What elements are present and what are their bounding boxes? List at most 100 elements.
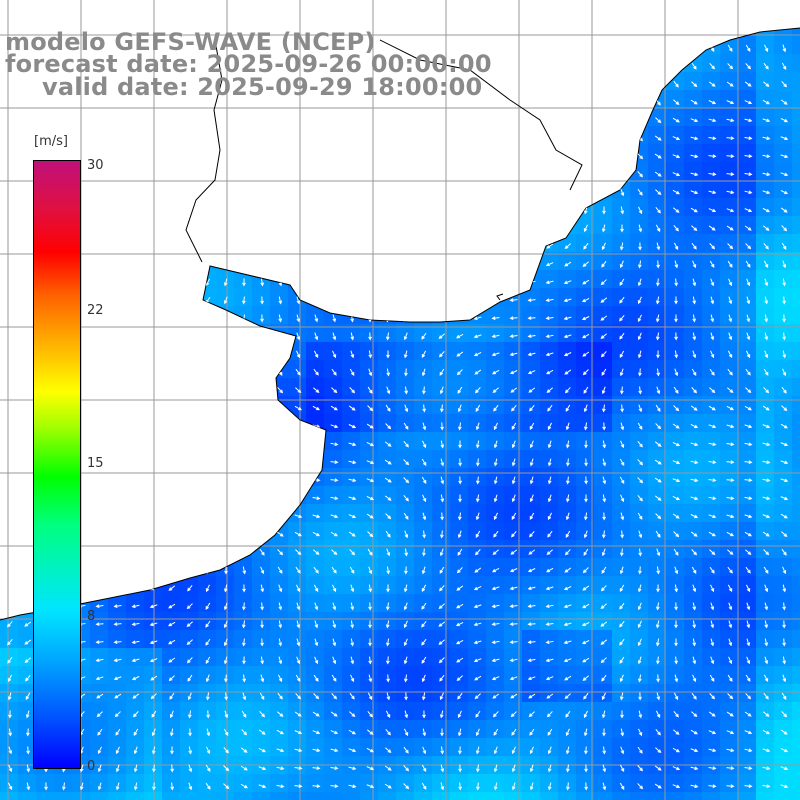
wind-arrow <box>455 297 464 303</box>
field-cell <box>468 450 486 468</box>
field-cell <box>306 216 324 234</box>
field-cell <box>648 54 666 72</box>
field-cell <box>126 774 144 792</box>
field-cell <box>468 360 486 378</box>
field-cell <box>396 432 414 450</box>
wind-arrow <box>258 207 266 213</box>
wind-arrow <box>602 764 607 773</box>
field-cell <box>270 396 288 414</box>
wind-arrow <box>529 170 534 179</box>
wind-arrow <box>260 332 264 341</box>
wind-arrow <box>438 621 446 627</box>
wind-arrow <box>692 656 697 665</box>
field-cell <box>684 108 702 126</box>
wind-arrow <box>385 206 391 214</box>
wind-arrow <box>672 513 680 519</box>
wind-arrow <box>492 63 500 69</box>
field-cell <box>162 468 180 486</box>
field-cell <box>270 432 288 450</box>
wind-arrow <box>276 136 285 141</box>
wind-arrow <box>295 549 302 556</box>
field-cell <box>774 540 792 558</box>
field-cell <box>36 792 54 800</box>
field-cell <box>702 216 720 234</box>
field-cell <box>648 576 666 594</box>
wind-arrow <box>188 188 193 197</box>
field-cell <box>756 468 774 486</box>
wind-arrow <box>764 620 769 629</box>
wind-arrow <box>404 368 408 377</box>
field-cell <box>252 450 270 468</box>
wind-arrow <box>491 676 500 681</box>
wind-arrow <box>674 368 679 377</box>
wind-arrow <box>170 512 174 521</box>
wind-arrow <box>509 568 518 573</box>
field-cell <box>162 270 180 288</box>
wind-arrow <box>368 602 372 611</box>
field-cell <box>594 594 612 612</box>
field-cell <box>306 576 324 594</box>
wind-arrow <box>674 278 678 287</box>
wind-arrow <box>330 531 338 537</box>
wind-arrow <box>332 278 337 287</box>
field-cell <box>180 792 198 800</box>
wind-arrow <box>583 242 589 250</box>
field-cell <box>90 522 108 540</box>
field-cell <box>540 720 558 738</box>
field-cell <box>774 28 792 36</box>
wind-arrow <box>205 584 210 593</box>
field-cell <box>324 738 342 756</box>
wind-arrow <box>762 190 771 195</box>
wind-arrow <box>655 513 662 520</box>
field-cell <box>792 432 800 450</box>
field-cell <box>486 630 504 648</box>
wind-arrow <box>168 657 176 663</box>
field-cell <box>468 162 486 180</box>
field-cell <box>90 252 108 270</box>
wind-arrow <box>781 62 787 70</box>
wind-arrow <box>169 369 175 376</box>
wind-arrow <box>96 711 103 718</box>
wind-arrow <box>601 710 606 719</box>
field-cell <box>468 144 486 162</box>
wind-arrow <box>473 622 482 627</box>
field-cell <box>180 720 198 738</box>
field-cell <box>486 720 504 738</box>
field-cell <box>504 414 522 432</box>
wind-arrow <box>205 314 211 322</box>
field-cell <box>396 108 414 126</box>
wind-arrow <box>43 116 48 125</box>
wind-arrow <box>368 278 372 287</box>
wind-arrow <box>260 260 265 269</box>
field-cell <box>468 108 486 126</box>
field-cell <box>594 198 612 216</box>
wind-arrow <box>439 548 444 557</box>
wind-arrow <box>348 405 356 411</box>
field-cell <box>306 774 324 792</box>
field-cell <box>378 522 396 540</box>
wind-arrow <box>278 656 283 665</box>
wind-arrow <box>115 116 120 125</box>
wind-arrow <box>242 692 247 701</box>
field-cell <box>720 198 738 216</box>
field-cell <box>684 792 702 800</box>
wind-arrow <box>97 134 102 143</box>
field-cell <box>630 288 648 306</box>
wind-arrow <box>511 728 517 736</box>
field-cell <box>90 0 108 18</box>
field-cell <box>522 198 540 216</box>
wind-arrow <box>133 494 138 503</box>
wind-arrow <box>493 476 498 485</box>
wind-arrow <box>762 225 770 231</box>
wind-arrow <box>655 638 660 647</box>
field-cell <box>414 324 432 342</box>
field-cell <box>486 774 504 792</box>
wind-arrow <box>476 152 480 161</box>
field-cell <box>252 738 270 756</box>
wind-arrow <box>727 350 733 359</box>
field-cell <box>504 792 522 800</box>
wind-arrow <box>728 620 733 629</box>
field-cell <box>252 684 270 702</box>
wind-arrow <box>529 152 534 161</box>
field-cell <box>324 684 342 702</box>
